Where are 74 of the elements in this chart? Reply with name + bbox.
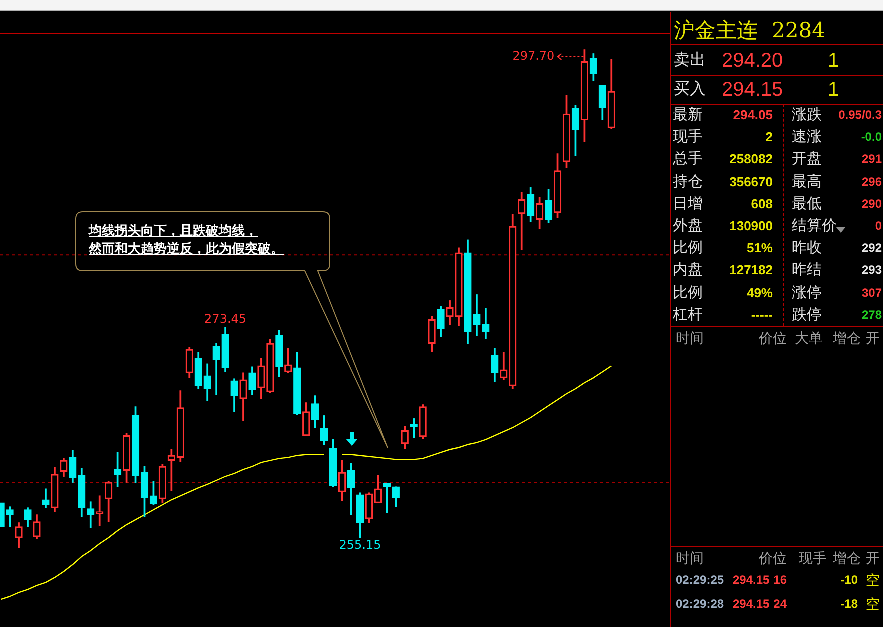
text: 2284 <box>772 18 826 42</box>
text: 价位 <box>759 330 787 346</box>
text: 比例 <box>673 284 703 302</box>
text: 速涨 <box>792 128 822 146</box>
text: 278 <box>862 308 882 322</box>
text: 最高 <box>792 173 822 190</box>
text: 02:29:28 <box>676 597 724 611</box>
annotation: 297.70 <box>512 49 555 64</box>
text: 现手 <box>799 550 827 566</box>
text: 内盘 <box>673 262 703 279</box>
annotation: 均线拐头向下，且跌破均线， <box>89 224 258 240</box>
text: 1 <box>828 50 840 72</box>
text: -18 <box>840 597 858 611</box>
text: 291 <box>862 152 882 166</box>
text: 空 <box>866 572 880 588</box>
text: 293 <box>862 263 882 278</box>
text: 294.15 <box>733 597 770 611</box>
text: 292 <box>862 241 882 256</box>
text: 现手 <box>673 128 703 146</box>
text: 608 <box>751 196 773 212</box>
annotation: 255.15 <box>339 538 382 552</box>
text: 24 <box>774 597 787 611</box>
text: 比例 <box>673 240 703 257</box>
text: 258082 <box>730 152 773 167</box>
text: 结算价 <box>792 218 837 234</box>
text: 杠杆 <box>673 306 703 324</box>
text: 294.15 <box>733 573 770 587</box>
text: 02:29:25 <box>676 573 724 587</box>
text: ----- <box>751 307 773 322</box>
text: 294.20 <box>722 50 784 72</box>
text: 总手 <box>673 150 703 168</box>
text: 涨跌 <box>792 106 822 124</box>
text: 290 <box>862 196 882 211</box>
text: 价位 <box>759 550 787 566</box>
text: 最新 <box>673 106 703 124</box>
text: -0.0 <box>861 130 882 144</box>
text: 130900 <box>730 218 773 234</box>
text: 294.05 <box>733 108 773 122</box>
text: 买入 <box>674 81 706 98</box>
text: 1 <box>828 79 840 101</box>
text: 增仓 <box>833 550 861 566</box>
text: 开盘 <box>792 150 822 168</box>
text: 0.95/0.3 <box>838 108 882 122</box>
text: 时间 <box>676 330 704 346</box>
text: 大单 <box>795 330 823 346</box>
text: 最低 <box>792 195 822 212</box>
text: 沪金主连 <box>674 18 758 42</box>
candlestick <box>96 496 104 526</box>
text: 294.15 <box>722 79 784 101</box>
text: 昨收 <box>792 240 822 257</box>
text: 127182 <box>730 262 773 278</box>
text: -10 <box>840 573 858 587</box>
text: 356670 <box>730 174 773 190</box>
text: 307 <box>862 286 882 300</box>
text: 51% <box>746 240 773 256</box>
text: 持仓 <box>673 173 703 190</box>
text: 增仓 <box>833 330 861 346</box>
text: 外盘 <box>673 218 703 234</box>
text: 开 <box>866 550 880 566</box>
text: 卖出 <box>674 52 706 69</box>
text: 296 <box>862 174 882 189</box>
text: 昨结 <box>792 262 822 279</box>
text: 0 <box>875 219 882 233</box>
text: 16 <box>774 573 787 587</box>
text: 空 <box>866 596 880 612</box>
text: 2 <box>766 130 773 145</box>
text: 涨停 <box>792 284 822 302</box>
text: 日增 <box>673 195 703 212</box>
text: 时间 <box>676 550 704 566</box>
annotation: 273.45 <box>204 312 247 326</box>
annotation: 然而和大趋势逆反，此为假突破。 <box>89 242 284 258</box>
text: 跌停 <box>792 306 822 324</box>
text: 开 <box>866 330 880 346</box>
text: 49% <box>746 285 773 300</box>
